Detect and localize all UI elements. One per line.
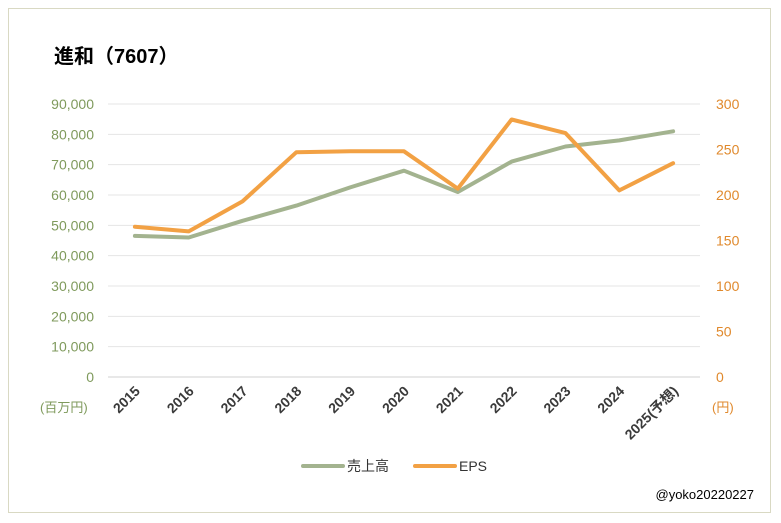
x-tick-label: 2025(予想): [621, 383, 681, 443]
x-tick-label: 2018: [271, 383, 304, 416]
x-tick-label: 2019: [325, 383, 358, 416]
series-line-eps: [132, 117, 676, 234]
x-tick-label: 2017: [217, 383, 250, 416]
y-right-tick-label: 300: [716, 96, 740, 112]
chart-title: 進和（7607）: [54, 46, 179, 68]
y-right-tick-label: 0: [716, 369, 724, 385]
y-left-tick-label: 40,000: [51, 248, 94, 264]
legend-label: 売上高: [347, 458, 389, 474]
y-left-tick-label: 70,000: [51, 157, 94, 173]
y-left-unit: (百万円): [40, 400, 88, 415]
series-line-sales: [132, 129, 676, 240]
x-tick-label: 2023: [540, 383, 573, 416]
y-right-tick-label: 150: [716, 233, 740, 249]
y-right-tick-label: 200: [716, 187, 740, 203]
y-left-tick-label: 10,000: [51, 339, 94, 355]
legend-label: EPS: [459, 458, 487, 474]
y-left-tick-label: 50,000: [51, 217, 94, 233]
x-tick-label: 2024: [594, 383, 627, 416]
y-right-unit: (円): [712, 400, 734, 415]
chart-frame: [8, 8, 771, 513]
y-left-tick-label: 30,000: [51, 278, 94, 294]
y-right-tick-label: 100: [716, 278, 740, 294]
x-tick-label: 2020: [379, 383, 412, 416]
x-tick-label: 2016: [164, 383, 197, 416]
y-right-tick-label: 50: [716, 324, 732, 340]
x-tick-label: 2021: [433, 383, 466, 416]
x-tick-label: 2015: [110, 383, 143, 416]
y-left-tick-label: 20,000: [51, 308, 94, 324]
y-left-tick-label: 0: [86, 369, 94, 385]
y-left-tick-label: 80,000: [51, 126, 94, 142]
y-right-tick-label: 250: [716, 142, 740, 158]
y-left-tick-label: 60,000: [51, 187, 94, 203]
y-left-tick-label: 90,000: [51, 96, 94, 112]
x-tick-label: 2022: [486, 383, 519, 416]
credit-text: @yoko20220227: [655, 487, 755, 502]
